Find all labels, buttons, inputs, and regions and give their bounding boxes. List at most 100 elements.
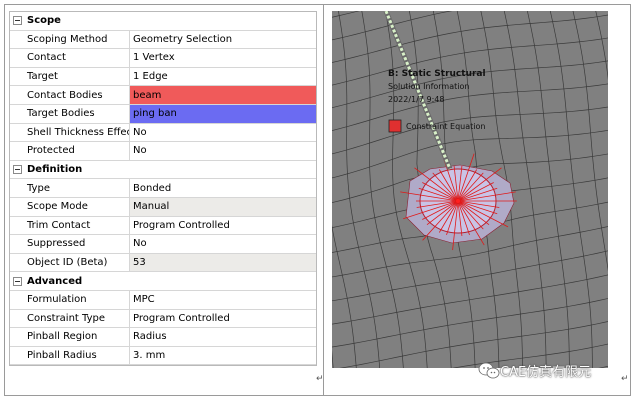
analysis-title: B: Static Structural	[388, 69, 486, 79]
spider-line	[446, 200, 459, 236]
property-value[interactable]: ping ban	[130, 104, 316, 124]
constraint-equation-spider	[400, 153, 517, 251]
property-value: 53	[130, 253, 316, 273]
legend-swatch	[388, 119, 402, 133]
collapse-minus-icon[interactable]	[13, 165, 22, 175]
property-value[interactable]: Radius	[130, 328, 316, 347]
watermark-text: CAE仿真有限元	[500, 365, 592, 380]
spider-line	[457, 191, 516, 202]
spider-line	[457, 200, 500, 208]
row-shell-thickness-effect[interactable]: Shell Thickness Effect No	[10, 123, 316, 143]
group-title: Definition	[27, 164, 83, 176]
timestamp: 2022/1/7 9:48	[388, 95, 444, 104]
property-name: Protected	[10, 142, 130, 161]
mesh-grid	[332, 11, 608, 368]
spider-line	[452, 200, 459, 251]
spider-line	[438, 169, 459, 202]
property-value[interactable]: No	[130, 124, 316, 143]
collapse-minus-icon[interactable]	[13, 16, 22, 26]
property-value[interactable]: 1 Edge	[130, 68, 316, 87]
property-value[interactable]: beam	[130, 86, 316, 105]
property-name: Object ID (Beta)	[10, 253, 130, 273]
vertex-marker	[456, 199, 460, 203]
property-value[interactable]: Bonded	[130, 179, 316, 198]
spider-line	[457, 200, 484, 230]
property-value[interactable]: Geometry Selection	[130, 31, 316, 50]
group-advanced[interactable]: Advanced	[10, 272, 316, 291]
row-type[interactable]: Type Bonded	[10, 179, 316, 198]
property-value[interactable]: Manual	[130, 197, 316, 217]
legend-label: Constraint Equation	[406, 122, 485, 131]
right-table-cell	[323, 4, 631, 396]
property-name: Type	[10, 179, 130, 198]
spider-line	[457, 169, 478, 202]
mesh-view[interactable]: B: Static Structural Solution Informatio…	[332, 11, 608, 368]
row-trim-contact[interactable]: Trim Contact Program Controlled	[10, 216, 316, 236]
spider-line	[414, 167, 459, 202]
row-object-id[interactable]: Object ID (Beta) 53	[10, 253, 316, 273]
spider-line	[416, 200, 459, 208]
spider-line	[453, 165, 459, 202]
row-target[interactable]: Target 1 Edge	[10, 67, 316, 87]
property-name: Pinball Radius	[10, 346, 130, 366]
property-name: Pinball Region	[10, 328, 130, 347]
row-constraint-type[interactable]: Constraint Type Program Controlled	[10, 309, 316, 329]
property-value[interactable]: Program Controlled	[130, 310, 316, 329]
property-value[interactable]: No	[130, 142, 316, 161]
spider-line	[457, 200, 463, 237]
spider-line	[418, 187, 459, 202]
spider-line	[457, 200, 509, 228]
property-name: Contact	[10, 49, 130, 68]
spider-line	[457, 165, 463, 202]
spider-line	[457, 200, 498, 215]
spider-line	[438, 200, 459, 233]
group-title: Scope	[27, 15, 61, 27]
row-contact[interactable]: Contact 1 Vertex	[10, 49, 316, 68]
spider-line	[457, 187, 498, 202]
spider-line	[457, 172, 484, 202]
row-target-bodies[interactable]: Target Bodies ping ban	[10, 104, 316, 124]
group-scope[interactable]: Scope	[10, 12, 316, 31]
spider-line	[457, 167, 502, 202]
property-name: Target	[10, 67, 130, 87]
row-scoping-method[interactable]: Scoping Method Geometry Selection	[10, 30, 316, 50]
spider-line	[457, 200, 490, 226]
property-value[interactable]: MPC	[130, 291, 316, 310]
group-definition[interactable]: Definition	[10, 161, 316, 180]
spider-line	[457, 182, 494, 202]
property-value[interactable]: Program Controlled	[130, 217, 316, 236]
property-name: Scope Mode	[10, 197, 130, 217]
row-suppressed[interactable]: Suppressed No	[10, 235, 316, 254]
property-name: Target Bodies	[10, 104, 130, 124]
paragraph-mark: ↵	[621, 374, 629, 384]
spider-line	[426, 200, 459, 226]
spider-line	[457, 200, 470, 236]
row-pinball-radius[interactable]: Pinball Radius 3. mm	[10, 346, 316, 366]
collapse-minus-icon[interactable]	[13, 276, 22, 286]
details-panel: Scope Scoping Method Geometry Selection C…	[9, 11, 317, 367]
row-protected[interactable]: Protected No	[10, 142, 316, 161]
spider-line	[432, 172, 459, 202]
watermark: CAE仿真有限元	[478, 361, 591, 380]
spider-line	[422, 182, 459, 202]
spider-line	[403, 200, 459, 220]
row-scope-mode[interactable]: Scope Mode Manual	[10, 197, 316, 217]
property-value[interactable]: No	[130, 235, 316, 254]
row-pinball-region[interactable]: Pinball Region Radius	[10, 328, 316, 347]
property-name: Suppressed	[10, 235, 130, 254]
property-name: Constraint Type	[10, 309, 130, 329]
property-name: Trim Contact	[10, 216, 130, 236]
property-name: Shell Thickness Effect	[10, 123, 130, 143]
beam-line	[384, 11, 452, 170]
property-name: Scoping Method	[10, 30, 130, 50]
row-formulation[interactable]: Formulation MPC	[10, 290, 316, 310]
group-title: Advanced	[27, 275, 83, 287]
row-contact-bodies[interactable]: Contact Bodies beam	[10, 86, 316, 105]
spider-line	[457, 200, 485, 246]
property-value[interactable]: 3. mm	[130, 347, 316, 366]
property-value[interactable]: 1 Vertex	[130, 49, 316, 68]
graphics-viewport[interactable]: B: Static Structural Solution Informatio…	[332, 11, 608, 368]
wechat-icon	[478, 362, 500, 378]
solution-subtitle: Solution Information	[388, 82, 469, 91]
property-name: Formulation	[10, 290, 130, 310]
